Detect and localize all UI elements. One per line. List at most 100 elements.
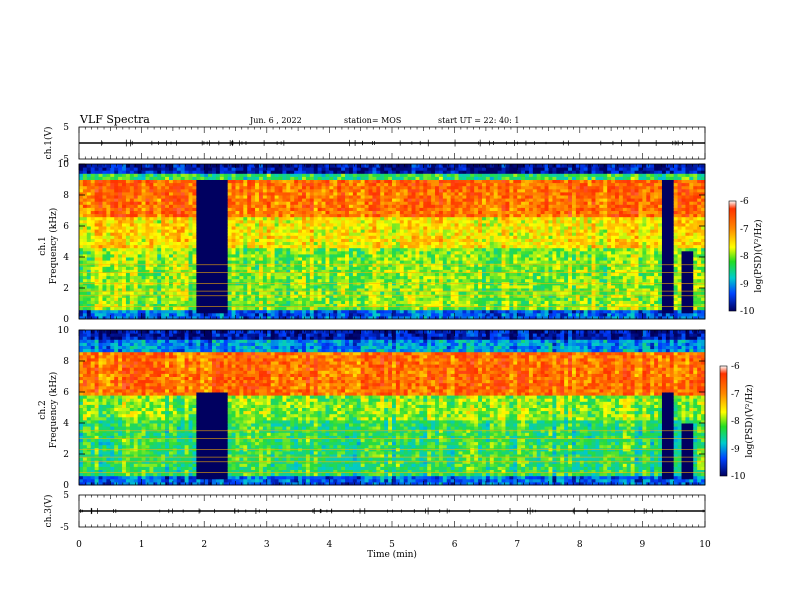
spectrogram-cell <box>79 191 84 196</box>
spectrogram-cell <box>247 309 252 314</box>
spectrogram-cell <box>329 179 334 184</box>
spectrogram-cell <box>239 260 244 264</box>
spectrogram-cell <box>192 207 197 211</box>
spectrogram-cell <box>262 257 268 261</box>
spectrogram-cell <box>114 306 119 311</box>
spectrogram-cell <box>309 315 315 320</box>
spectrogram-cell <box>431 226 436 230</box>
spectrogram-cell <box>200 173 205 177</box>
spectrogram-cell <box>243 185 248 190</box>
spectrogram-cell <box>415 306 420 311</box>
spectrogram-cell <box>133 284 139 289</box>
spectrogram-cell <box>102 288 107 292</box>
spectrogram-cell <box>368 213 373 218</box>
spectrogram-cell <box>145 167 150 171</box>
spectrogram-cell <box>165 241 170 246</box>
spectrogram-cell <box>208 195 213 199</box>
spectrogram-cell <box>302 260 307 264</box>
spectrogram-cell <box>435 195 440 199</box>
spectrogram-cell <box>403 269 409 273</box>
spectrogram-cell <box>438 167 444 171</box>
spectrogram-cell <box>282 266 287 270</box>
spectrogram-cell <box>243 210 248 215</box>
spectrogram-cell <box>341 222 346 227</box>
spectrogram-cell <box>94 297 100 301</box>
spectrogram-cell <box>376 288 381 292</box>
spectrogram-cell <box>345 241 350 246</box>
spectrogram-cell <box>333 303 338 308</box>
spectrogram-cell <box>172 241 178 246</box>
spectrogram-cell <box>157 164 162 168</box>
spectrogram-cell <box>329 232 334 236</box>
spectrogram-cell <box>235 179 240 184</box>
spectrogram-cell <box>380 238 385 242</box>
spectrogram-cell <box>239 195 244 199</box>
spectrogram-cell <box>427 312 432 317</box>
spectrogram-cell <box>145 201 150 205</box>
spectrogram-cell <box>129 164 135 168</box>
spectrogram-cell <box>262 176 268 180</box>
spectrogram-cell <box>317 288 323 292</box>
spectrogram-cell <box>196 170 201 174</box>
spectrogram-cell <box>215 170 221 174</box>
spectrogram-cell <box>153 164 158 168</box>
spectrogram-cell <box>290 167 295 171</box>
spectrogram-cell <box>450 179 456 184</box>
spectrogram-cell <box>313 191 319 196</box>
spectrogram-cell <box>145 216 150 221</box>
spectrogram-cell <box>180 182 186 187</box>
spectrogram-cell <box>399 250 405 255</box>
spectrogram-cell <box>102 266 107 270</box>
spectrogram-cell <box>258 250 264 255</box>
spectrogram-cell <box>90 266 96 270</box>
spectrogram-cell <box>411 235 416 239</box>
spectrogram-cell <box>442 213 448 218</box>
spectrogram-cell <box>442 288 448 292</box>
spectrogram-cell <box>321 306 326 311</box>
spectrogram-cell <box>129 182 135 187</box>
spectrogram-cell <box>388 247 393 252</box>
spectrogram-cell <box>399 269 405 273</box>
spectrogram-cell <box>352 315 358 320</box>
spectrogram-cell <box>348 164 354 168</box>
spectrogram-cell <box>176 300 182 304</box>
spectrogram-cell <box>141 235 147 239</box>
spectrogram-cell <box>333 195 338 199</box>
spectrogram-cell <box>106 306 111 311</box>
spectrogram-cell <box>415 204 420 208</box>
spectrogram-cell <box>423 179 428 184</box>
spectrogram-cell <box>215 284 221 289</box>
spectrogram-cell <box>192 278 197 283</box>
spectrogram-cell <box>399 306 405 311</box>
spectrogram-cell <box>168 176 174 180</box>
spectrogram-cell <box>274 207 280 211</box>
spectrogram-cell <box>294 210 299 215</box>
spectrogram-cell <box>294 238 299 242</box>
spectrogram-cell <box>137 260 143 264</box>
spectrogram-cell <box>125 226 131 230</box>
spectrogram-cell <box>352 182 358 187</box>
spectrogram-cell <box>168 269 174 273</box>
spectrogram-cell <box>266 167 272 171</box>
spectrogram-cell <box>384 185 389 190</box>
spectrogram-cell <box>317 198 323 202</box>
spectrogram-cell <box>419 226 424 230</box>
spectrogram-cell <box>309 219 315 224</box>
spectrogram-cell <box>219 238 225 242</box>
spectrogram-cell <box>438 266 444 270</box>
spectrogram-cell <box>86 250 92 255</box>
spectrogram-cell <box>243 226 248 230</box>
spectrogram-cell <box>352 204 358 208</box>
spectrogram-cell <box>129 216 135 221</box>
spectrogram-cell <box>215 291 221 295</box>
spectrogram-cell <box>325 244 330 249</box>
spectrogram-cell <box>274 176 280 180</box>
spectrogram-cell <box>196 185 201 190</box>
spectrogram-cell <box>204 272 209 277</box>
spectrogram-cell <box>82 275 88 280</box>
spectrogram-cell <box>133 300 139 304</box>
spectrogram-cell <box>290 229 295 233</box>
spectrogram-cell <box>247 303 252 308</box>
spectrogram-cell <box>388 260 393 264</box>
spectrogram-cell <box>129 291 135 295</box>
